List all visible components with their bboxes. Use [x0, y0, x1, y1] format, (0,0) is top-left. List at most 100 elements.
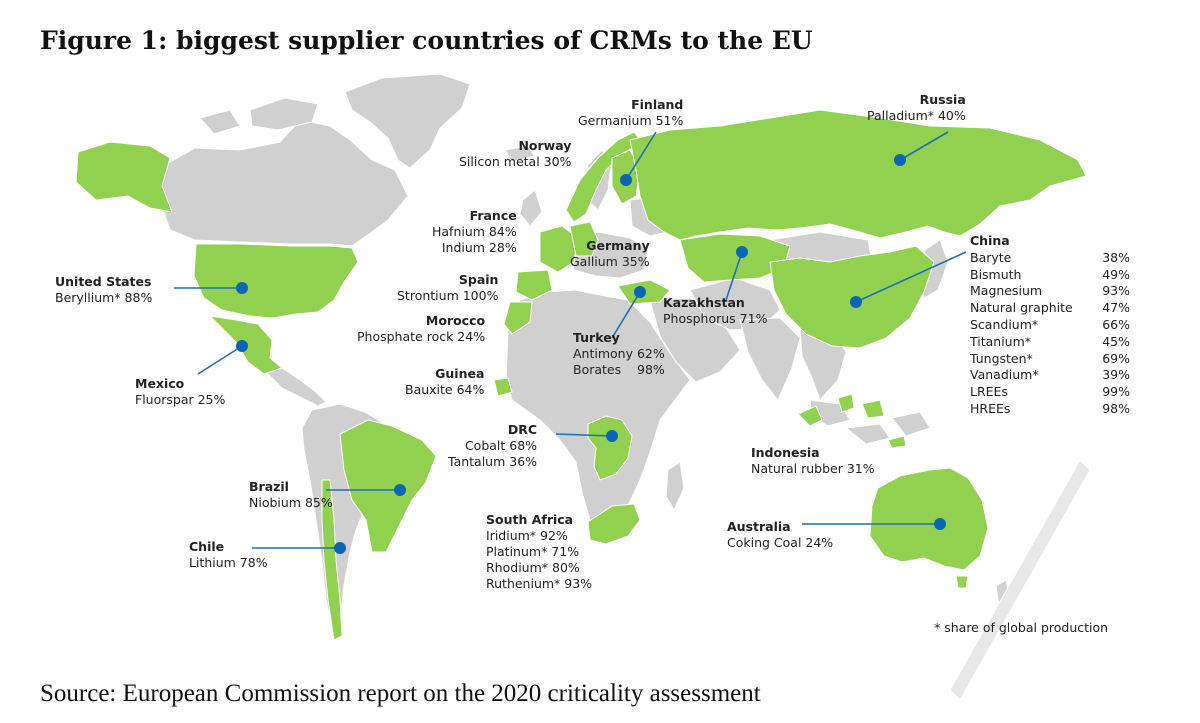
drc-leader-line — [555, 433, 613, 437]
material-share: Gallium 35% — [570, 254, 650, 269]
material-share: Strontium 100% — [397, 288, 499, 303]
country-name: Finland — [631, 97, 684, 112]
figure-title: Figure 1: biggest supplier countries of … — [40, 26, 813, 55]
label-brazil: Brazil Niobium 85% — [249, 479, 333, 511]
country-name: Turkey — [573, 330, 620, 345]
material-share: Ruthenium* 93% — [486, 576, 593, 591]
material-name: Baryte — [970, 249, 1012, 265]
country-name: South Africa — [486, 512, 574, 527]
china-leader-line — [855, 251, 967, 303]
country-name: Kazakhstan — [663, 295, 745, 310]
russia-leader-line — [899, 131, 949, 161]
china-row: LREEs 99% — [970, 384, 1130, 401]
material-name: Natural graphite — [970, 300, 1073, 316]
material-name: LREEs — [970, 384, 1008, 400]
material-share: 66% — [1102, 316, 1130, 332]
label-china: China Baryte 38% Bismuth 49% Magnesium 93% … — [970, 233, 1130, 418]
country-name: France — [469, 208, 517, 223]
country-name: Australia — [727, 519, 791, 534]
kazakhstan-leader-line — [725, 251, 743, 301]
material-share: Silicon metal 30% — [459, 154, 572, 169]
label-turkey: Turkey Antimony 62% Borates 98% — [573, 330, 665, 378]
label-united-states: United States Beryllium* 88% — [55, 274, 152, 306]
leader-lines — [174, 131, 967, 549]
china-row: Tungsten* 69% — [970, 351, 1130, 368]
source-caption: Source: European Commission report on th… — [40, 680, 761, 707]
label-kazakhstan: Kazakhstan Phosphorus 71% — [663, 295, 767, 327]
label-chile: Chile Lithium 78% — [189, 539, 268, 571]
country-name: Indonesia — [751, 445, 820, 460]
material-share: Antimony 62% — [573, 346, 665, 361]
china-row: Scandium* 66% — [970, 317, 1130, 334]
country-name: Norway — [518, 138, 572, 153]
label-australia: Australia Coking Coal 24% — [727, 519, 833, 551]
country-name: Mexico — [135, 376, 185, 391]
china-row: HREEs 98% — [970, 401, 1130, 418]
drc-shape — [587, 415, 633, 481]
label-russia: Russia Palladium* 40% — [867, 92, 966, 124]
brazil-marker — [394, 484, 406, 496]
china-row: Magnesium 93% — [970, 283, 1130, 300]
chile-marker — [334, 542, 346, 554]
label-morocco: Morocco Phosphate rock 24% — [357, 313, 485, 345]
label-guinea: Guinea Bauxite 64% — [405, 366, 484, 398]
australia-shape — [869, 467, 989, 571]
material-name: Vanadium* — [970, 367, 1039, 383]
label-drc: DRC Cobalt 68% Tantalum 36% — [448, 422, 537, 470]
material-share: Germanium 51% — [578, 113, 684, 128]
china-row: Bismuth 49% — [970, 267, 1130, 284]
material-share: Cobalt 68% — [464, 438, 538, 453]
material-share: Indium 28% — [441, 240, 517, 255]
russia-marker — [894, 154, 906, 166]
material-name: HREEs — [970, 400, 1011, 416]
material-name: Tungsten* — [970, 350, 1033, 366]
spain-shape — [515, 269, 553, 301]
material-share: Borates 98% — [573, 362, 665, 377]
kazakhstan-marker — [736, 246, 748, 258]
material-share: Lithium 78% — [189, 555, 268, 570]
material-share: Phosphate rock 24% — [357, 329, 486, 344]
material-name: Titanium* — [970, 333, 1032, 349]
guinea-shape — [493, 377, 513, 397]
usa-shape — [193, 243, 359, 319]
china-shape — [769, 245, 935, 349]
morocco-shape — [503, 301, 533, 335]
australia-marker — [934, 518, 946, 530]
material-name: Bismuth — [970, 266, 1022, 282]
label-spain: Spain Strontium 100% — [397, 272, 498, 304]
material-share: Palladium* 40% — [867, 108, 966, 123]
country-name: United States — [55, 274, 152, 289]
material-share: Coking Coal 24% — [727, 535, 834, 550]
finland-marker — [620, 174, 632, 186]
material-share: 39% — [1102, 367, 1130, 383]
material-name: Scandium* — [970, 316, 1039, 332]
material-share: 47% — [1102, 300, 1130, 316]
drc-marker — [606, 430, 618, 442]
label-finland: Finland Germanium 51% — [578, 97, 683, 129]
mexico-leader-line — [197, 345, 243, 375]
supplier-land — [75, 109, 1087, 641]
material-name: Magnesium — [970, 283, 1043, 299]
china-row: Vanadium* 39% — [970, 367, 1130, 384]
france-shape — [539, 225, 579, 273]
china-marker — [850, 296, 862, 308]
turkey-leader-line — [611, 291, 641, 339]
brazil-shape — [339, 419, 437, 553]
material-share: 49% — [1102, 266, 1130, 282]
label-france: France Hafnium 84% Indium 28% — [432, 208, 517, 256]
material-share: Iridium* 92% — [486, 528, 568, 543]
china-row: Baryte 38% — [970, 250, 1130, 267]
russia-shape — [629, 109, 1087, 241]
country-name: DRC — [507, 422, 538, 437]
material-share: 69% — [1102, 350, 1130, 366]
material-share: 45% — [1102, 333, 1130, 349]
turkey-marker — [634, 286, 646, 298]
country-name: Germany — [586, 238, 650, 253]
alaska-shape — [75, 141, 173, 213]
material-share: 98% — [1102, 400, 1130, 416]
footnote: * share of global production — [934, 620, 1109, 635]
germany-shape — [569, 221, 599, 257]
usa-marker — [236, 282, 248, 294]
